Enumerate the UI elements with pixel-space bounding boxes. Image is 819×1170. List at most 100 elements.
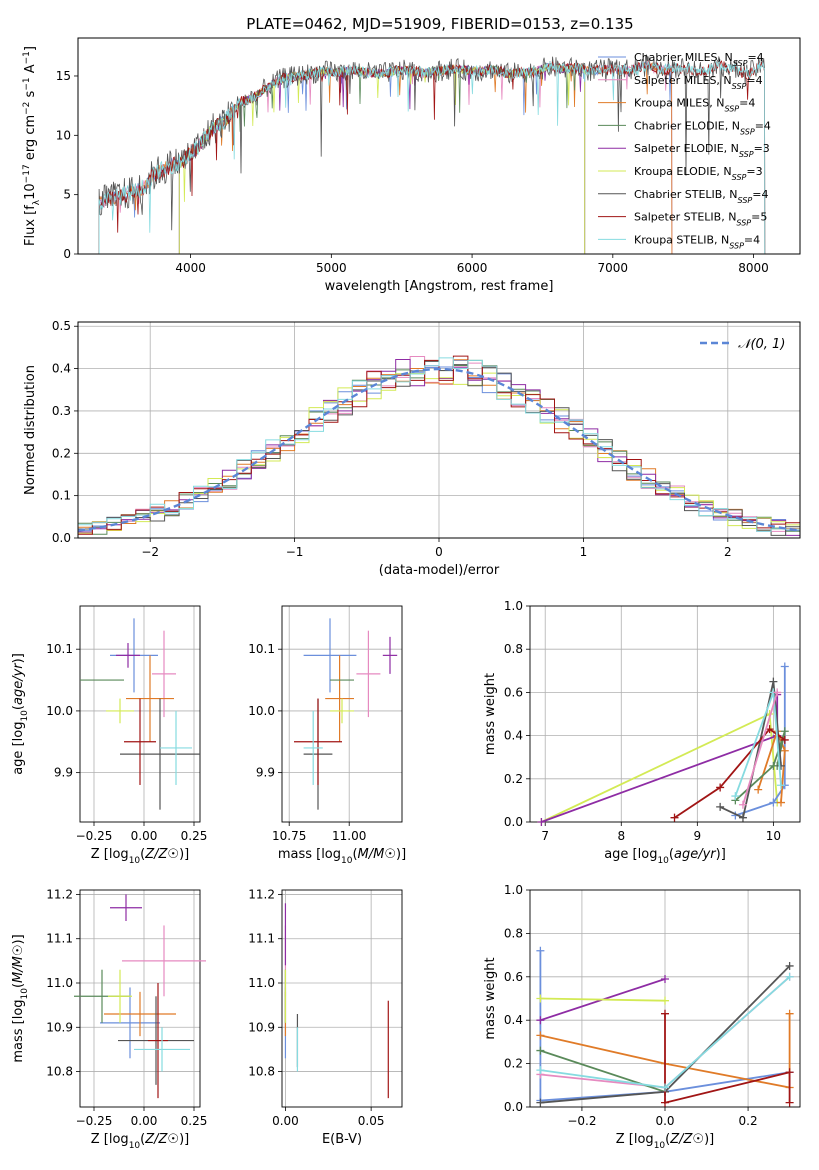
weight-point-marker: [785, 961, 794, 970]
y-tick-label: 0.4: [52, 362, 71, 376]
x-tick-label: 9: [694, 829, 702, 843]
weight-point-marker: [776, 761, 785, 770]
weight-point-marker: [738, 813, 747, 822]
weight-point-marker: [754, 785, 763, 794]
y-tick-label: 9.9: [256, 766, 275, 780]
y-tick-label: 10.8: [248, 1065, 275, 1079]
weight-point-marker: [536, 1098, 545, 1107]
legend-label: Salpeter STELIB, NSSP=5: [634, 211, 767, 228]
weight-point-marker: [785, 972, 794, 981]
weight-point-marker: [536, 994, 545, 1003]
y-tick-label: 11.1: [248, 932, 275, 946]
weight-point-marker: [716, 802, 725, 811]
y-tick-label: 0.2: [52, 446, 71, 460]
weight-point-marker: [776, 798, 785, 807]
y-tick-label: 0.8: [504, 642, 523, 656]
weight-point-marker: [769, 677, 778, 686]
x-tick-label: 2: [724, 545, 732, 559]
axes-frame: [529, 605, 801, 823]
weight-series-line: [735, 666, 786, 817]
axes-frame: [79, 605, 201, 823]
weight-point-marker: [537, 818, 546, 826]
y-tick-label: 10.1: [46, 642, 73, 656]
weight-point-marker: [536, 1066, 545, 1075]
x-axis-label: Z [log10(Z/Z☉)]: [91, 847, 189, 866]
axes-frame: [79, 889, 201, 1108]
y-tick-label: 9.9: [54, 766, 73, 780]
x-tick-label: 8000: [738, 261, 769, 275]
legend-label: Salpeter ELODIE, NSSP=3: [634, 142, 770, 159]
x-tick-label: 5000: [316, 261, 347, 275]
spectrum-series-line: [98, 60, 766, 254]
histogram-step-line: [78, 357, 800, 532]
legend-label: Kroupa MILES, NSSP=4: [634, 97, 755, 114]
axes-frame: [281, 889, 403, 1108]
x-axis-label: mass [log10(M/M☉)]: [278, 847, 406, 866]
legend-label: Kroupa ELODIE, NSSP=3: [634, 165, 763, 182]
x-tick-label: 0.25: [181, 1114, 208, 1128]
y-tick-label: 10.8: [46, 1065, 73, 1079]
weight-series-line: [539, 950, 790, 1102]
y-tick-label: 1.0: [504, 883, 523, 897]
x-tick-label: 0.00: [131, 829, 158, 843]
residual-histogram-panel: −2 −1 0 1 2 0.0 0.1 0.2 0.3 0.4 0.5 𝒩(0, 1) (data-mo…: [23, 319, 801, 578]
y-axis-label: Normed distribution: [23, 365, 38, 495]
weight-point-marker: [670, 813, 679, 822]
x-tick-label: −0.25: [76, 1114, 113, 1128]
metallicity-age-panel: −0.25 0.00 0.25 9.9 10.0 10.1 Z [log10(Z/Z☉)] a…: [11, 605, 208, 866]
x-tick-label: 10.75: [272, 829, 306, 843]
legend-label: Salpeter MILES, NSSP=4: [634, 74, 763, 91]
weight-point-marker: [769, 798, 778, 807]
metallicity-weight-panel: −0.2 0.0 0.2 0.0 0.2 0.4 0.6 0.8 1.0 Z [log10(Z/Z…: [483, 883, 801, 1151]
axes-frame: [77, 37, 801, 255]
weight-point-marker: [731, 792, 740, 801]
y-tick-label: 0.0: [504, 815, 523, 829]
weight-point-marker: [536, 1016, 545, 1025]
axes-frame: [281, 605, 403, 823]
x-tick-label: 0.25: [181, 829, 208, 843]
x-axis-label: age [log10(age/yr)]: [604, 847, 726, 866]
legend-label: Chabrier ELODIE, NSSP=4: [634, 119, 771, 136]
weight-series-line: [540, 997, 666, 1002]
x-axis-label: wavelength [Angstrom, rest frame]: [325, 279, 554, 294]
weight-point-marker: [536, 946, 545, 955]
y-tick-label: 0.1: [52, 489, 71, 503]
legend-label: 𝒩(0, 1): [738, 337, 785, 352]
weight-series-line: [541, 694, 779, 823]
x-axis-label: E(B-V): [322, 1132, 362, 1147]
x-tick-label: −0.2: [567, 1114, 596, 1128]
x-tick-label: −2: [141, 545, 159, 559]
x-tick-label: 10: [766, 829, 781, 843]
x-tick-label: 0: [435, 545, 443, 559]
weight-series-line: [664, 1013, 791, 1104]
x-tick-label: 11.00: [332, 829, 366, 843]
axes-frame: [529, 889, 801, 1108]
weight-series-line: [742, 692, 779, 805]
y-tick-label: 0.5: [52, 319, 71, 333]
figure-title: PLATE=0462, MJD=51909, FIBERID=0153, z=0…: [246, 15, 633, 33]
y-axis-label: mass weight: [483, 673, 498, 755]
x-tick-label: 0.00: [272, 1114, 299, 1128]
weight-point-marker: [716, 783, 725, 792]
y-tick-label: 11.1: [46, 932, 73, 946]
weight-point-marker: [536, 1046, 545, 1055]
spectrum-series-line: [178, 62, 586, 254]
weight-point-marker: [780, 662, 789, 671]
histogram-step-line: [78, 355, 800, 535]
x-axis-label: Z [log10(Z/Z☉)]: [91, 1132, 189, 1151]
y-tick-label: 11.0: [46, 976, 73, 990]
weight-point-marker: [661, 1098, 669, 1107]
weight-point-marker: [780, 727, 789, 736]
weight-point-marker: [661, 974, 669, 983]
y-tick-label: 11.2: [248, 887, 275, 901]
x-tick-label: 7000: [598, 261, 629, 275]
x-axis-label: Z [log10(Z/Z☉)]: [616, 1132, 714, 1151]
x-tick-label: 4000: [175, 261, 206, 275]
weight-point-marker: [780, 735, 789, 744]
y-tick-label: 15: [56, 69, 71, 83]
weight-point-marker: [785, 1098, 794, 1107]
mass-age-panel: 10.75 11.00 9.9 10.0 10.1 mass [log10(M/M☉)]: [248, 605, 406, 866]
spectrum-series-line: [98, 53, 766, 254]
y-axis-label: age [log10(age/yr)]: [11, 653, 30, 775]
x-tick-label: 1: [580, 545, 588, 559]
